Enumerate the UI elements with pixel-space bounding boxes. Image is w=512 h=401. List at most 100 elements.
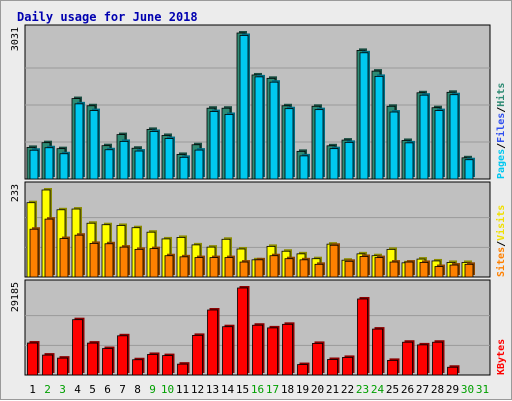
bar-sites-1 <box>29 228 39 278</box>
bar-kbytes-5 <box>87 342 98 376</box>
x-tick-label-12: 12 <box>191 383 204 396</box>
legend-middle: Sites/Visits <box>495 205 507 277</box>
bar-pages-26 <box>404 142 414 180</box>
legend-separator: / <box>496 143 507 149</box>
bar-kbytes-19 <box>297 364 308 376</box>
legend-top: Pages/Files/Hits <box>495 83 507 179</box>
bar-pages-3 <box>59 153 69 180</box>
bar-pages-19 <box>299 155 309 180</box>
x-tick-label-3: 3 <box>59 383 66 396</box>
bar-pages-25 <box>389 111 399 180</box>
x-tick-label-22: 22 <box>341 383 354 396</box>
bar-kbytes-10 <box>162 355 173 376</box>
bar-sites-29 <box>449 264 459 278</box>
x-tick-label-14: 14 <box>221 383 235 396</box>
legend-bottom: KBytes <box>496 339 507 375</box>
x-tick-label-6: 6 <box>104 383 111 396</box>
bar-pages-9 <box>149 131 159 180</box>
bar-kbytes-1 <box>27 342 38 376</box>
bar-pages-14 <box>224 114 234 180</box>
bar-kbytes-27 <box>417 344 428 376</box>
bar-pages-29 <box>449 94 459 180</box>
x-tick-label-27: 27 <box>416 383 429 396</box>
y-max-label-top: 3031 <box>10 27 21 51</box>
bar-sites-21 <box>329 244 339 278</box>
bar-kbytes-24 <box>372 328 383 376</box>
bar-sites-14 <box>224 257 234 278</box>
bar-pages-21 <box>329 148 339 180</box>
x-tick-label-5: 5 <box>89 383 96 396</box>
bar-sites-3 <box>59 238 69 278</box>
bar-sites-12 <box>194 257 204 278</box>
bar-pages-5 <box>89 110 99 180</box>
bar-kbytes-23 <box>357 298 368 376</box>
x-tick-label-9: 9 <box>149 383 156 396</box>
legend-separator: / <box>496 241 507 247</box>
x-tick-label-4: 4 <box>74 383 81 396</box>
bar-kbytes-15 <box>237 287 248 376</box>
bar-sites-10 <box>164 255 174 278</box>
bar-pages-20 <box>314 109 324 180</box>
chart-title: Daily usage for June 2018 <box>17 10 198 24</box>
bar-kbytes-25 <box>387 359 398 376</box>
x-tick-label-29: 29 <box>446 383 459 396</box>
bar-sites-8 <box>134 248 144 278</box>
bar-sites-2 <box>44 218 54 278</box>
x-tick-label-8: 8 <box>134 383 141 396</box>
bar-pages-18 <box>284 108 294 180</box>
bar-kbytes-4 <box>72 319 83 376</box>
bar-kbytes-28 <box>432 341 443 376</box>
bar-kbytes-9 <box>147 354 158 376</box>
bar-kbytes-29 <box>447 366 458 376</box>
bar-kbytes-16 <box>252 324 263 376</box>
bar-sites-25 <box>389 261 399 278</box>
legend-item-kbytes: KBytes <box>496 339 507 375</box>
bar-kbytes-2 <box>42 354 53 376</box>
bar-sites-26 <box>404 261 414 278</box>
bar-pages-10 <box>164 138 174 180</box>
x-tick-label-19: 19 <box>296 383 309 396</box>
x-tick-label-16: 16 <box>251 383 264 396</box>
bar-pages-28 <box>434 110 444 180</box>
x-tick-label-11: 11 <box>176 383 189 396</box>
bar-kbytes-17 <box>267 327 278 376</box>
bar-pages-16 <box>254 76 264 180</box>
bar-pages-24 <box>374 76 384 180</box>
legend-item-pages: Pages <box>496 149 507 179</box>
bar-pages-23 <box>359 52 369 180</box>
bar-kbytes-14 <box>222 326 233 376</box>
bar-sites-23 <box>359 256 369 278</box>
bar-kbytes-21 <box>327 359 338 376</box>
legend-separator: / <box>496 107 507 113</box>
x-tick-label-17: 17 <box>266 383 279 396</box>
x-tick-label-25: 25 <box>386 383 399 396</box>
bar-kbytes-6 <box>102 348 113 376</box>
bar-sites-15 <box>239 261 249 278</box>
bar-pages-7 <box>119 141 129 180</box>
bar-pages-1 <box>29 149 39 180</box>
x-tick-label-13: 13 <box>206 383 219 396</box>
y-max-label-middle: 233 <box>10 184 21 202</box>
bar-kbytes-12 <box>192 334 203 376</box>
bar-sites-24 <box>374 257 384 278</box>
bar-kbytes-8 <box>132 359 143 376</box>
bar-sites-20 <box>314 263 324 278</box>
bar-pages-12 <box>194 149 204 180</box>
bar-sites-17 <box>269 255 279 278</box>
x-tick-label-1: 1 <box>29 383 36 396</box>
x-tick-label-2: 2 <box>44 383 51 396</box>
x-tick-label-10: 10 <box>161 383 174 396</box>
bar-pages-11 <box>179 156 189 180</box>
bar-kbytes-7 <box>117 335 128 376</box>
bar-pages-4 <box>74 103 84 180</box>
y-max-label-bottom: 29185 <box>10 282 21 312</box>
bar-kbytes-13 <box>207 309 218 376</box>
bar-pages-6 <box>104 149 114 180</box>
bar-sites-28 <box>434 266 444 278</box>
bar-sites-30 <box>464 263 474 278</box>
bar-sites-27 <box>419 262 429 278</box>
bar-pages-27 <box>419 94 429 180</box>
x-tick-label-21: 21 <box>326 383 339 396</box>
bar-sites-6 <box>104 243 114 278</box>
